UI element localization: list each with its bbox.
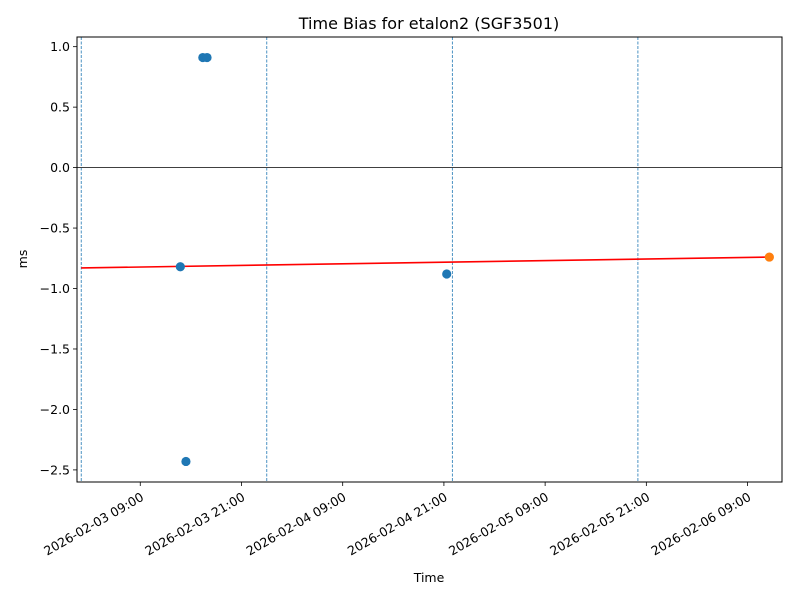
- y-tick-label: 1.0: [50, 39, 70, 54]
- x-tick-label: 2026-02-04 09:00: [244, 489, 349, 558]
- x-tick-label: 2026-02-04 21:00: [345, 489, 450, 558]
- x-tick-label: 2026-02-05 21:00: [547, 489, 652, 558]
- latest-data-point: [764, 252, 774, 262]
- y-tick-label: −1.0: [40, 281, 70, 296]
- plot-area: [77, 37, 782, 482]
- chart-title: Time Bias for etalon2 (SGF3501): [298, 14, 560, 33]
- y-tick-label: −2.0: [40, 402, 70, 417]
- y-axis-label: ms: [15, 250, 30, 269]
- x-tick-label: 2026-02-03 09:00: [41, 489, 146, 558]
- x-tick-label: 2026-02-06 09:00: [648, 489, 753, 558]
- data-point: [175, 262, 185, 272]
- data-point: [181, 456, 191, 467]
- data-point: [202, 52, 212, 63]
- y-tick-label: −2.5: [40, 462, 70, 477]
- x-tick-label: 2026-02-05 09:00: [446, 489, 551, 558]
- plot-frame: [76, 36, 783, 483]
- y-tick-label: 0.5: [50, 100, 70, 115]
- y-tick-label: 0.0: [50, 160, 70, 175]
- y-tick-label: −1.5: [40, 341, 70, 356]
- x-axis-label: Time: [413, 570, 445, 585]
- data-point: [442, 269, 452, 279]
- y-axis: 1.0 0.5 0.0 −0.5 −1.0 −1.5 −2.0 −2.5: [40, 39, 77, 477]
- x-tick-label: 2026-02-03 21:00: [142, 489, 247, 558]
- y-tick-label: −0.5: [40, 221, 70, 236]
- fit-line: [81, 256, 770, 269]
